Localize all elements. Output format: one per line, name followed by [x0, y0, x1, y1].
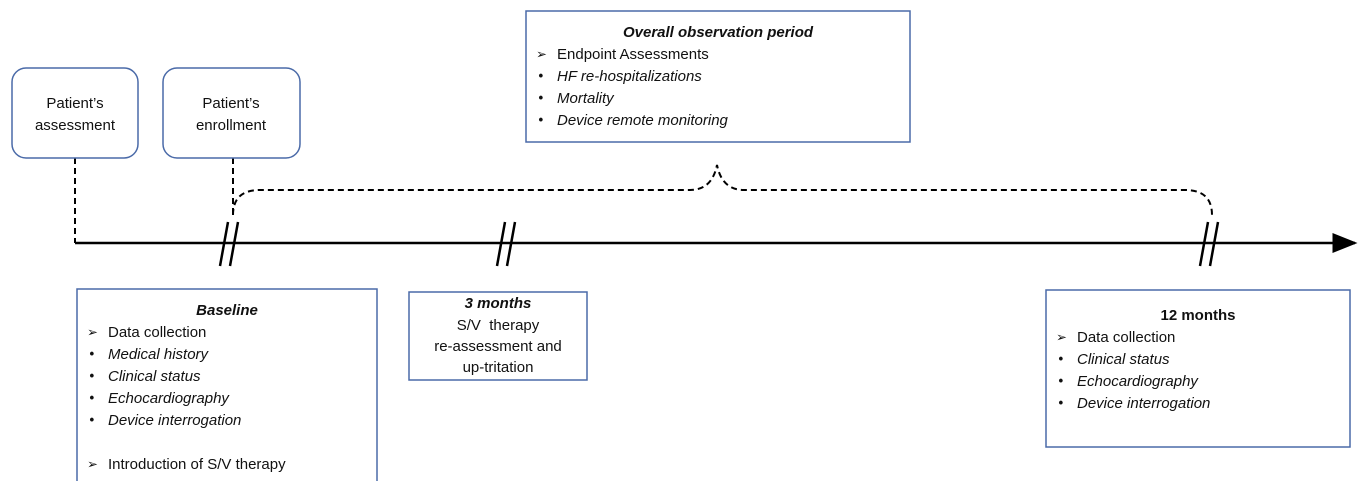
heading: Data collection	[1077, 329, 1175, 346]
bullet: •	[537, 70, 545, 85]
bullet: •	[1057, 375, 1065, 390]
bullet: •	[537, 92, 545, 107]
period-brace	[232, 164, 1213, 216]
item: Device interrogation	[108, 412, 241, 429]
break-mark	[495, 221, 517, 267]
overall-box	[525, 10, 911, 143]
item: Clinical status	[108, 368, 201, 385]
overall-title: Overall observation period	[623, 24, 814, 41]
item: Medical history	[108, 346, 210, 363]
bullet: ➢	[536, 48, 547, 63]
item: Mortality	[557, 90, 615, 107]
bullet: ➢	[87, 326, 98, 341]
line-text: up-tritation	[463, 359, 534, 376]
bullet: •	[88, 414, 96, 429]
bullet: ➢	[1056, 331, 1067, 346]
item: Clinical status	[1077, 351, 1170, 368]
bullet: ➢	[87, 458, 98, 473]
three-months-title: 3 months	[465, 295, 532, 312]
assessment-box	[11, 67, 139, 159]
box-label: Patient’s	[202, 95, 259, 112]
box-label: Patient’s	[46, 95, 103, 112]
break-mark	[1198, 221, 1220, 267]
break-mark	[218, 221, 240, 267]
baseline-box	[76, 288, 378, 481]
line-text: re-assessment and	[434, 338, 562, 355]
bullet: •	[537, 114, 545, 129]
three-months-box	[408, 291, 588, 381]
twelve-months-title: 12 months	[1160, 307, 1235, 324]
item: HF re-hospitalizations	[557, 68, 702, 85]
item: Device remote monitoring	[557, 112, 729, 129]
connectors	[74, 158, 1358, 267]
box-label: assessment	[35, 117, 116, 134]
bullet: •	[88, 392, 96, 407]
item: Echocardiography	[108, 390, 230, 407]
bullet: •	[1057, 397, 1065, 412]
twelve-months-box	[1045, 289, 1351, 448]
heading: Data collection	[108, 324, 206, 341]
item: Echocardiography	[1077, 373, 1199, 390]
item: Device interrogation	[1077, 395, 1210, 412]
bullet: •	[1057, 353, 1065, 368]
box-label: enrollment	[196, 117, 267, 134]
line-text: S/V therapy	[457, 317, 540, 334]
bullet: •	[88, 348, 96, 363]
heading: Introduction of S/V therapy	[108, 456, 286, 473]
bullet: •	[88, 370, 96, 385]
heading: Endpoint Assessments	[557, 46, 709, 63]
enrollment-box	[162, 67, 301, 159]
baseline-title: Baseline	[196, 302, 258, 319]
